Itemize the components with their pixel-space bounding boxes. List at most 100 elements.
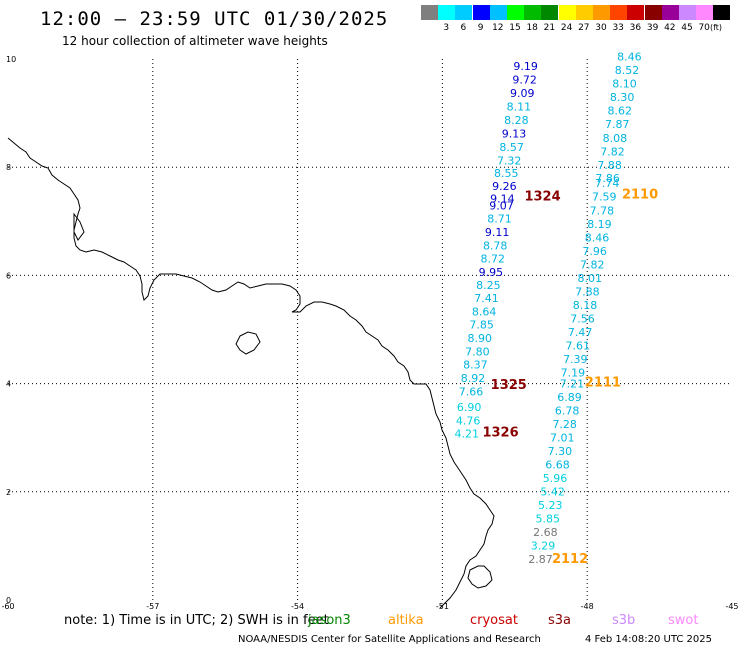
wave-height-value: 7.85 xyxy=(469,318,494,331)
wave-height-value: 7.21 xyxy=(560,377,585,390)
wave-height-value: 8.19 xyxy=(587,218,612,231)
wave-height-value: 7.56 xyxy=(570,312,595,325)
wave-height-value: 7.86 xyxy=(595,172,620,185)
scale-swatch xyxy=(507,5,524,20)
wave-height-value: 7.59 xyxy=(592,191,617,204)
scale-label: 12 xyxy=(492,23,504,33)
scale-swatch xyxy=(661,5,679,20)
wave-height-value: 8.08 xyxy=(603,132,628,145)
wave-height-value: 8.55 xyxy=(494,167,518,180)
scale-label: 9 xyxy=(477,23,484,33)
wave-height-value: 7.28 xyxy=(552,418,577,431)
wave-height-value: 7.19 xyxy=(561,367,586,380)
wave-height-value: 7.80 xyxy=(465,345,490,358)
altimeter-tracks: 9.199.729.098.118.289.138.577.328.559.26… xyxy=(454,51,658,568)
legend-entry-jason3: jason3 xyxy=(308,613,351,628)
y-tick-label: 8 xyxy=(6,163,11,172)
scale-label: 45 xyxy=(681,23,693,33)
wave-height-value: 2.87 xyxy=(528,553,553,566)
pass-number-label: 1324 xyxy=(524,190,560,205)
wave-height-value: 8.10 xyxy=(612,78,637,91)
wave-height-value: 8.71 xyxy=(487,212,512,225)
pass-number-label: 1325 xyxy=(491,378,527,393)
wave-height-value: 5.23 xyxy=(538,499,563,512)
wave-height-value: 4.21 xyxy=(454,428,479,441)
y-tick-label: 4 xyxy=(6,380,11,389)
wave-height-value: 9.95 xyxy=(479,266,504,279)
wave-height-value: 7.88 xyxy=(575,285,600,298)
scale-label: 42 xyxy=(664,23,676,33)
pass-number-label: 2110 xyxy=(622,188,658,203)
wave-height-value: 8.46 xyxy=(585,231,610,244)
coastline xyxy=(7,137,495,609)
scale-swatch xyxy=(489,5,507,20)
wave-height-value: 7.78 xyxy=(590,204,615,217)
wave-height-value: 9.11 xyxy=(485,226,510,239)
scale-label: 36 xyxy=(629,23,642,33)
timestamp: 4 Feb 14:08:20 UTC 2025 xyxy=(585,634,712,645)
wave-height-value: 4.76 xyxy=(456,415,481,428)
wave-height-value: 9.14 xyxy=(490,192,514,205)
wave-height-value: 7.87 xyxy=(605,118,630,131)
wave-height-value: 8.18 xyxy=(573,299,598,312)
wave-height-value: 7.32 xyxy=(497,154,522,167)
wave-height-value: 7.30 xyxy=(548,445,573,458)
scale-label: 33 xyxy=(612,23,624,33)
scale-label: 3 xyxy=(443,23,450,33)
wave-height-value: 8.72 xyxy=(481,252,506,265)
wave-height-value: 7.82 xyxy=(580,258,605,271)
scale-label: 24 xyxy=(560,23,573,33)
scale-swatch xyxy=(575,5,593,20)
wave-height-value: 9.72 xyxy=(512,73,537,86)
scale-swatch xyxy=(472,5,490,20)
wave-height-value: 8.64 xyxy=(472,305,497,318)
wave-height-value: 8.28 xyxy=(504,114,529,127)
y-tick-label: 0 xyxy=(6,596,11,605)
scale-swatch xyxy=(558,5,576,20)
wave-height-value: 8.52 xyxy=(615,64,640,77)
scale-swatch xyxy=(644,5,662,20)
pass-number-label: 2111 xyxy=(585,375,621,390)
scale-label: 70 xyxy=(698,23,710,33)
x-tick-label: -57 xyxy=(146,602,159,611)
wave-height-value: 8.46 xyxy=(617,51,642,64)
wave-height-value: 7.66 xyxy=(459,386,484,399)
wave-height-value: 8.57 xyxy=(499,141,524,154)
x-tick-label: -48 xyxy=(581,602,594,611)
wave-height-value: 2.68 xyxy=(533,526,558,539)
wave-height-value: 9.13 xyxy=(502,127,527,140)
lat-lon-grid: -60 -57 -54 -51 -48 -45 0 2 4 6 8 10 xyxy=(1,55,738,611)
wave-height-value: 8.37 xyxy=(463,358,488,371)
x-tick-label: -54 xyxy=(291,602,304,611)
wave-height-value: 9.26 xyxy=(492,180,516,193)
wave-height-value: 8.11 xyxy=(507,100,532,113)
island-marajo xyxy=(467,565,493,589)
x-tick-label: -60 xyxy=(1,602,14,611)
scale-swatch xyxy=(679,5,696,20)
scale-swatch xyxy=(627,5,645,20)
scale-label: 39 xyxy=(646,23,659,33)
scale-label: 27 xyxy=(578,23,590,33)
wave-height-value: 7.96 xyxy=(582,245,607,258)
wave-height-value: 6.89 xyxy=(557,391,582,404)
legend-entry-s3b: s3b xyxy=(612,613,636,628)
wave-height-value: 3.29 xyxy=(531,540,556,553)
legend-entry-swot: swot xyxy=(668,613,699,628)
wave-height-value: 5.85 xyxy=(536,513,561,526)
wave-height-value: 9.19 xyxy=(513,60,538,73)
x-tick-label: -51 xyxy=(436,602,449,611)
wave-height-value: 6.68 xyxy=(545,459,570,472)
wave-height-value: 8.78 xyxy=(483,239,508,252)
wave-height-value: 7.82 xyxy=(600,145,625,158)
wave-height-value: 7.47 xyxy=(568,326,593,339)
legend-entry-s3a: s3a xyxy=(548,613,572,628)
scale-swatch xyxy=(593,5,610,20)
wave-height-value: 5.42 xyxy=(540,486,565,499)
color-scale-unit: (ft) xyxy=(710,23,723,32)
y-tick-label: 6 xyxy=(6,271,11,280)
wave-height-value: 8.01 xyxy=(578,272,603,285)
scale-label: 30 xyxy=(595,23,607,33)
y-tick-label: 10 xyxy=(6,55,16,64)
scale-swatch xyxy=(713,5,731,20)
scale-swatch xyxy=(438,5,456,20)
